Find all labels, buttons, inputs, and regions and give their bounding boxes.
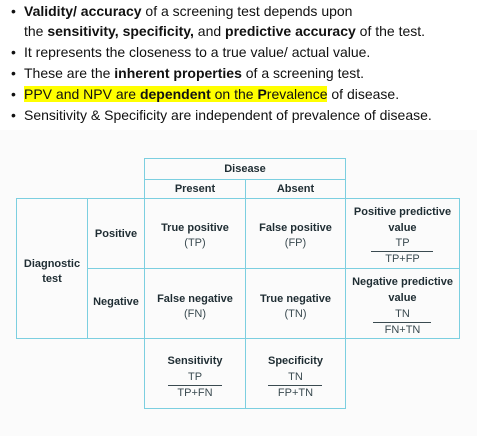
disease-header: Disease — [224, 163, 266, 175]
tp-label: True positive — [161, 222, 229, 234]
validity-term: Validity/ accuracy — [24, 3, 142, 19]
sensitivity-fraction-bar — [168, 385, 222, 386]
prevalence-post: of disease. — [327, 86, 400, 102]
bullet-list: Validity/ accuracy of a screening test d… — [0, 0, 477, 130]
bullet-validity-continued: the sensitivity, specificity, and predic… — [24, 21, 425, 41]
validity-cont-post: of the test. — [355, 23, 426, 39]
inherent-term: inherent properties — [114, 65, 242, 81]
predictive-accuracy-term: predictive accuracy — [225, 23, 356, 39]
highlight-on-the: on the — [210, 86, 258, 102]
highlight-dependent: dependent — [139, 86, 211, 102]
closeness-text: It represents the closeness to a true va… — [24, 44, 371, 60]
ppv-denominator: TP+FP — [385, 253, 420, 265]
validity-cont-mid: and — [193, 23, 226, 39]
specificity-title: Specificity — [267, 355, 324, 367]
tp-abbr: (TP) — [184, 237, 206, 249]
negative-label: Negative — [93, 296, 139, 308]
specificity-cell — [245, 338, 346, 409]
highlight-revalence: revalence — [266, 86, 328, 102]
ppv-title-line2: value — [388, 222, 417, 234]
specificity-fraction-bar — [268, 385, 322, 386]
specificity-denominator: FP+TN — [277, 387, 314, 399]
highlight-ppv-npv: PPV and NPV are — [24, 86, 140, 102]
npv-denominator: FN+TN — [384, 324, 421, 336]
sensitivity-title: Sensitivity — [167, 355, 223, 367]
fn-label: False negative — [157, 293, 233, 305]
bullet-closeness: It represents the closeness to a true va… — [11, 42, 371, 62]
positive-label: Positive — [94, 228, 138, 240]
specificity-numerator: TN — [288, 371, 303, 383]
absent-header: Absent — [276, 183, 315, 195]
present-header: Present — [174, 183, 216, 195]
independent-text: Sensitivity & Specificity are independen… — [24, 107, 432, 123]
bullet-prevalence-dependent: PPV and NPV are dependent on the Prevale… — [11, 84, 400, 104]
validity-text: of a screening test depends upon — [141, 3, 353, 19]
tn-abbr: (TN) — [284, 308, 307, 320]
fp-abbr: (FP) — [284, 237, 307, 249]
npv-fraction-bar — [373, 322, 431, 323]
npv-title-line2: value — [388, 292, 417, 304]
inherent-pre: These are the — [24, 65, 115, 81]
fn-abbr: (FN) — [184, 308, 206, 320]
ppv-numerator: TP — [395, 237, 410, 249]
inherent-post: of a screening test. — [241, 65, 365, 81]
validity-cont-pre: the — [24, 23, 48, 39]
screening-table-figure: Disease Present Absent Diagnostic test P… — [0, 130, 477, 436]
npv-cell — [345, 268, 460, 339]
ppv-fraction-bar — [371, 251, 433, 252]
sensitivity-numerator: TP — [187, 371, 203, 383]
sensitivity-denominator: TP+FN — [177, 387, 213, 399]
test-label: test — [42, 273, 62, 285]
npv-title-line1: Negative predictive — [352, 276, 453, 288]
npv-numerator: TN — [395, 308, 410, 320]
screening-table-grid — [16, 158, 460, 409]
bullet-inherent: These are the inherent properties of a s… — [11, 63, 365, 83]
sens-spec-term: sensitivity, specificity, — [47, 23, 194, 39]
tn-label: True negative — [260, 293, 331, 305]
diagnostic-label: Diagnostic — [23, 258, 81, 270]
ppv-title-line1: Positive predictive — [353, 206, 452, 218]
bullet-validity: Validity/ accuracy of a screening test d… — [11, 1, 353, 21]
fp-label: False positive — [259, 222, 332, 234]
bullet-independent: Sensitivity & Specificity are independen… — [11, 105, 432, 125]
highlight-p: P — [257, 86, 267, 102]
